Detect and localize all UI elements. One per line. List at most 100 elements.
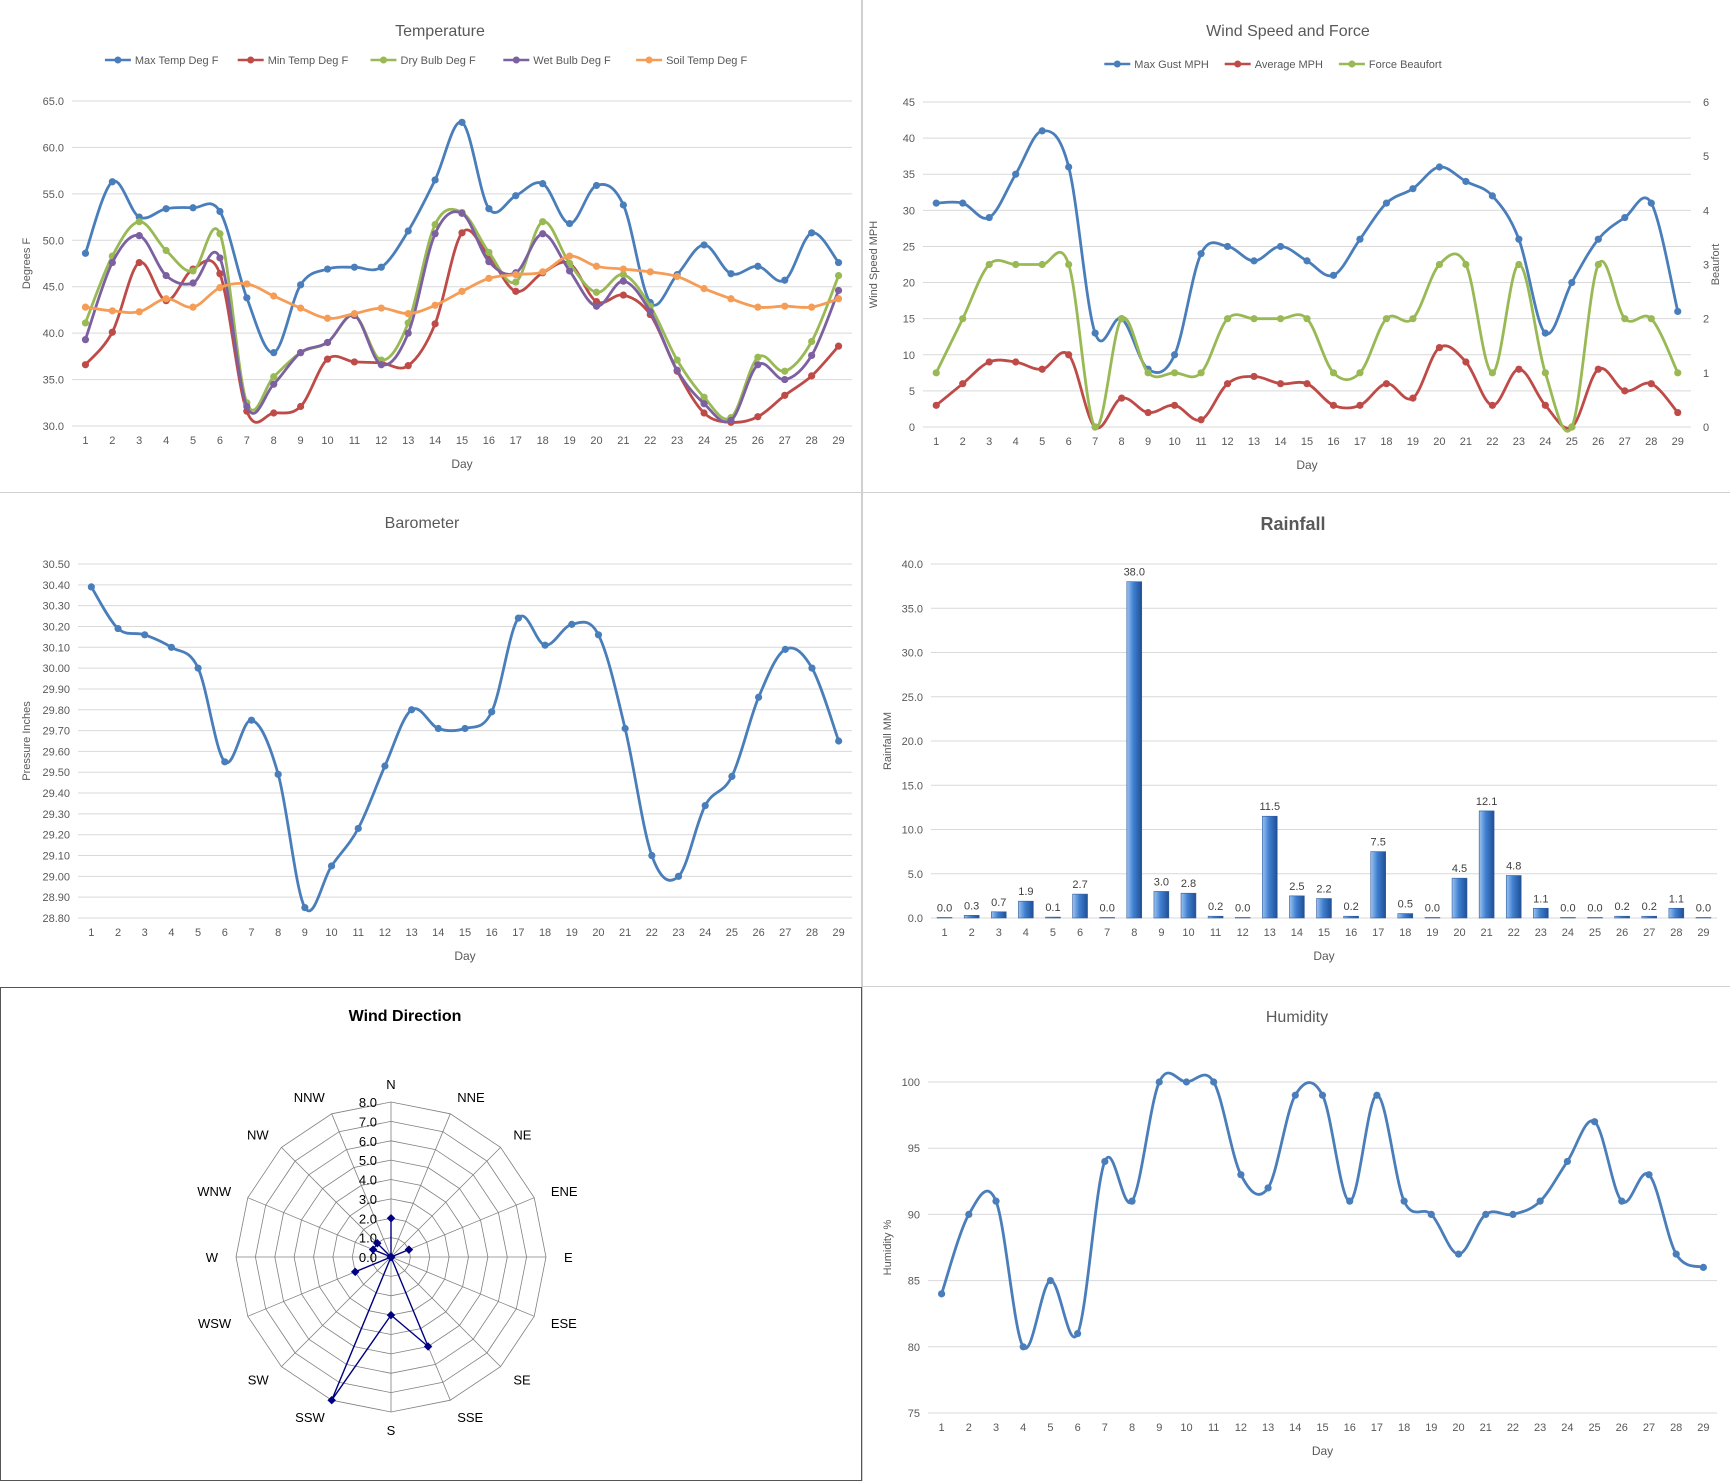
radar-spoke (331, 1113, 392, 1258)
x-tick-label: 6 (1075, 1422, 1081, 1434)
data-point (1170, 401, 1179, 409)
direction-label: NE (513, 1128, 531, 1143)
y2-tick-label: 6 (1703, 97, 1709, 109)
x-tick-label: 8 (1129, 1422, 1135, 1434)
data-point (808, 337, 816, 346)
y-axis-label: Rainfall MM (882, 712, 894, 770)
x-tick-label: 13 (405, 927, 417, 939)
data-point (727, 270, 735, 278)
x-tick-label: 16 (1344, 1422, 1356, 1434)
y-tick-label: 28.90 (42, 892, 70, 904)
y-tick-label: 100 (902, 1077, 920, 1089)
data-point (216, 230, 224, 238)
rainfall-bar (1505, 875, 1522, 919)
data-point (1019, 1343, 1027, 1351)
x-tick-label: 23 (672, 927, 684, 939)
data-point (1223, 242, 1232, 251)
data-point (565, 219, 574, 228)
data-point (1674, 307, 1682, 316)
y-tick-label: 80 (908, 1342, 920, 1354)
data-label: 38.0 (1124, 567, 1145, 579)
data-point (1645, 1171, 1653, 1179)
data-label: 0.0 (1425, 903, 1440, 915)
direction-label: SE (513, 1372, 531, 1387)
data-point (488, 708, 496, 716)
data-point (1303, 315, 1311, 323)
rainfall-chart-panel: Rainfall 0.0 5.0 10.0 15.0 20.0 25.0 30.0 35.0 40… (862, 493, 1730, 987)
data-point (565, 267, 574, 275)
data-label: 0.2 (1614, 901, 1629, 913)
y-tick-label: 25 (903, 241, 915, 253)
x-tick-label: 25 (1588, 1422, 1600, 1434)
data-label: 2.5 (1289, 881, 1304, 893)
data-point (270, 409, 278, 417)
x-tick-label: 4 (1013, 436, 1019, 448)
y-tick-label: 40 (903, 133, 915, 145)
data-point (354, 824, 362, 833)
x-tick-label: 1 (88, 927, 94, 939)
legend-marker (645, 56, 653, 64)
data-point (243, 280, 251, 288)
y2-tick-label: 1 (1703, 368, 1709, 380)
data-point (1144, 369, 1152, 377)
x-tick-label: 19 (1425, 1422, 1437, 1434)
x-tick-label: 7 (244, 435, 250, 447)
x-tick-label: 3 (993, 1422, 999, 1434)
x-tick-label: 10 (1168, 436, 1180, 448)
data-point (297, 349, 305, 357)
data-label: 4.5 (1452, 863, 1467, 875)
data-point (1065, 163, 1073, 171)
data-point (247, 716, 256, 724)
data-point (1435, 260, 1444, 269)
data-point (1303, 257, 1311, 265)
series-line (84, 210, 840, 424)
data-point (377, 361, 385, 369)
data-point (754, 303, 762, 311)
data-label: 11.5 (1259, 801, 1280, 813)
data-point (965, 1210, 973, 1218)
data-point (141, 631, 149, 639)
x-tick-label: 26 (752, 435, 764, 447)
x-tick-label: 25 (725, 435, 737, 447)
r-tick-label: 4.0 (359, 1173, 377, 1188)
legend-marker (1348, 60, 1356, 68)
data-point (592, 262, 601, 270)
legend-marker (114, 56, 122, 64)
x-tick-label: 9 (1158, 927, 1164, 939)
x-tick-label: 20 (1453, 927, 1465, 939)
data-point (1356, 401, 1364, 409)
chart-title: Wind Direction (349, 1008, 462, 1025)
data-label: 7.5 (1371, 837, 1386, 849)
data-point (1329, 369, 1338, 377)
x-tick-label: 24 (1562, 927, 1574, 939)
data-point (1276, 315, 1285, 323)
x-tick-label: 11 (349, 435, 360, 447)
y-tick-label: 29.80 (42, 705, 70, 717)
x-tick-label: 4 (163, 435, 169, 447)
data-point (619, 201, 627, 209)
data-point (404, 362, 412, 370)
data-point (808, 351, 816, 360)
data-point (162, 246, 170, 255)
x-tick-label: 6 (222, 927, 228, 939)
rainfall-bar (1316, 898, 1332, 919)
data-point (1462, 260, 1470, 269)
x-tick-label: 10 (325, 927, 337, 939)
data-label: 0.2 (1642, 901, 1657, 913)
data-point (1303, 380, 1311, 388)
data-point (1594, 235, 1602, 243)
data-point (1618, 1197, 1626, 1205)
y-tick-label: 29.90 (42, 684, 70, 696)
data-point (1329, 401, 1338, 409)
data-point (1541, 329, 1549, 337)
data-point (621, 724, 629, 733)
x-tick-label: 15 (459, 927, 471, 939)
radar-spoke (281, 1147, 392, 1258)
x-tick-label: 5 (1039, 436, 1045, 448)
data-point (727, 416, 735, 425)
direction-label: ENE (551, 1184, 578, 1199)
chart-title: Temperature (395, 23, 485, 40)
x-tick-label: 12 (1221, 436, 1233, 448)
y2-tick-label: 2 (1703, 314, 1709, 326)
